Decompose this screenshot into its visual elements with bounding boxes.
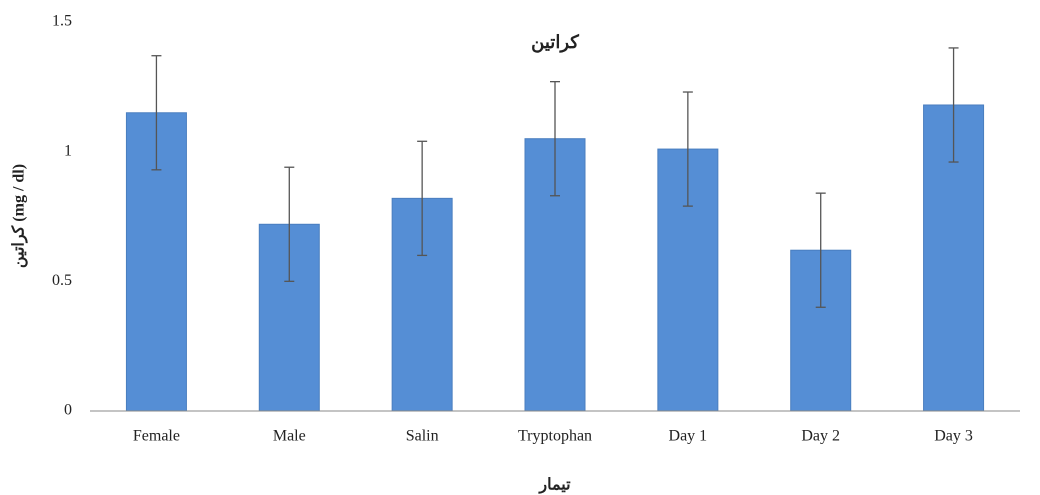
x-tick-label: Female: [133, 428, 180, 445]
error-bar: [682, 91, 693, 207]
error-bar: [417, 140, 428, 257]
x-tick-label: Day 2: [801, 428, 840, 445]
y-axis-label: كراتين (mg / dl): [11, 164, 29, 268]
x-tick-label: Male: [273, 428, 306, 445]
x-tick-label: Salin: [406, 428, 439, 445]
y-tick-label: 1.5: [52, 13, 72, 30]
error-bar: [151, 55, 162, 171]
x-tick-label: Day 3: [934, 428, 973, 445]
error-bar: [550, 80, 560, 197]
y-tick-label: 0.5: [52, 272, 72, 289]
y-tick-label: 1: [64, 142, 72, 159]
error-bar: [948, 47, 959, 163]
x-tick-label: Day 1: [669, 428, 708, 445]
x-tick-label: Tryptophan: [518, 428, 592, 445]
error-bar: [815, 192, 826, 308]
chart-title: كراتين: [531, 32, 579, 53]
x-axis-label: تیمار: [538, 477, 571, 495]
error-bar: [284, 166, 295, 282]
y-tick-label: 0: [64, 402, 72, 419]
